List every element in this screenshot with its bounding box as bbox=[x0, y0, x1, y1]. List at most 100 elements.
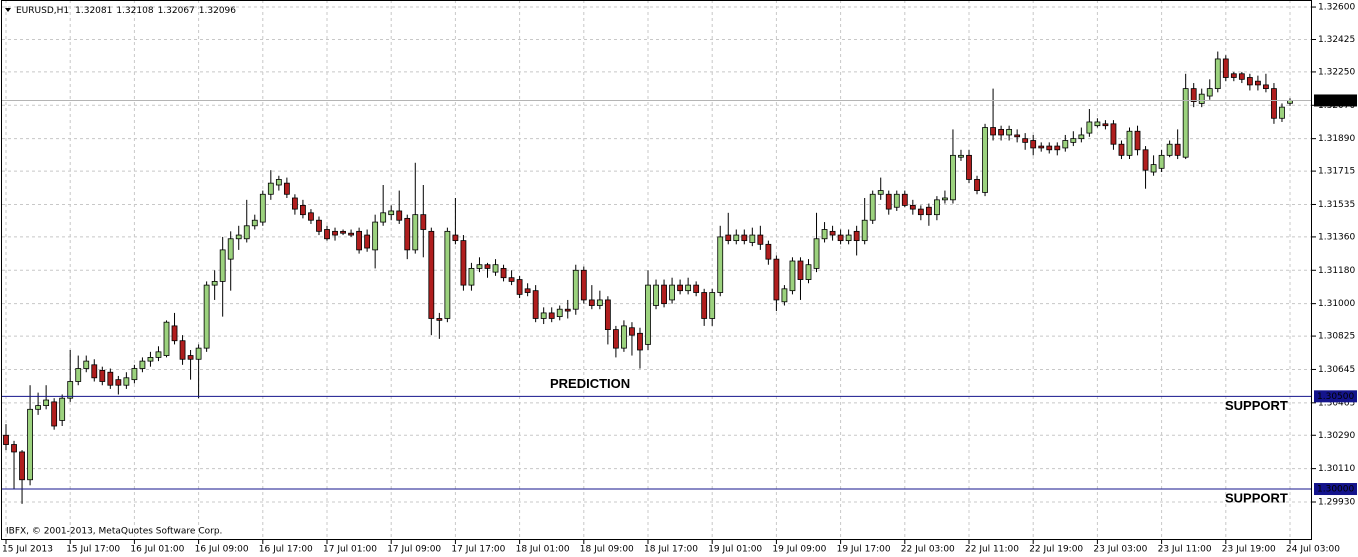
candle-body bbox=[235, 234, 242, 240]
x-tick-label: 18 Jul 09:00 bbox=[580, 545, 634, 555]
candle-body bbox=[645, 284, 651, 345]
candle-body bbox=[829, 230, 836, 236]
x-tick-label: 19 Jul 09:00 bbox=[772, 545, 826, 555]
candle-body bbox=[332, 230, 338, 236]
candle-body bbox=[356, 230, 363, 251]
candle-body bbox=[524, 288, 531, 293]
x-tick-label: 17 Jul 09:00 bbox=[387, 545, 441, 555]
candle-body bbox=[596, 299, 603, 306]
candle-body bbox=[532, 290, 539, 319]
level-label-box bbox=[1314, 483, 1357, 496]
y-tick-label: 1.31180 bbox=[1318, 266, 1355, 276]
candle-body bbox=[966, 154, 972, 180]
candles-layer bbox=[3, 51, 1293, 504]
candle-body bbox=[59, 397, 66, 421]
x-tick-label: 23 Jul 11:00 bbox=[1158, 545, 1212, 555]
candle-body bbox=[91, 364, 98, 379]
candle-body bbox=[27, 408, 33, 481]
candle-body bbox=[11, 444, 17, 453]
candle-body bbox=[1246, 77, 1253, 86]
plot-frame bbox=[1, 0, 1312, 540]
candle-body bbox=[556, 308, 563, 318]
candle-body bbox=[203, 284, 210, 349]
candle-body bbox=[1182, 88, 1189, 158]
candle-body bbox=[1255, 80, 1261, 86]
candle-body bbox=[1222, 58, 1229, 78]
candle-body bbox=[163, 321, 170, 356]
candle-body bbox=[717, 236, 724, 293]
candle-body bbox=[412, 214, 419, 251]
annotation: PREDICTION bbox=[550, 376, 630, 391]
candle-body bbox=[251, 219, 258, 227]
candle-body bbox=[3, 434, 9, 445]
candle-body bbox=[508, 277, 515, 282]
y-tick-label: 1.30825 bbox=[1318, 332, 1355, 342]
candle-body bbox=[773, 258, 780, 301]
candle-body bbox=[934, 199, 940, 216]
y-tick-label: 1.30645 bbox=[1318, 365, 1355, 375]
candle-body bbox=[653, 284, 659, 306]
y-tick-label: 1.31000 bbox=[1318, 299, 1355, 309]
price-label: 1.32096 bbox=[1317, 96, 1354, 106]
candle-body bbox=[781, 288, 788, 303]
candle-body bbox=[709, 292, 716, 319]
x-tick-label: 23 Jul 03:00 bbox=[1093, 545, 1147, 555]
x-tick-label: 16 Jul 01:00 bbox=[130, 545, 184, 555]
menu-arrow[interactable] bbox=[5, 8, 11, 12]
candle-body bbox=[300, 204, 306, 216]
y-tick-label: 1.30290 bbox=[1318, 431, 1355, 441]
candle-body bbox=[958, 154, 964, 158]
candle-body bbox=[211, 281, 218, 286]
candle-body bbox=[396, 210, 403, 221]
candle-body bbox=[1054, 145, 1061, 151]
candle-body bbox=[588, 299, 595, 306]
candle-body bbox=[669, 284, 675, 301]
candle-body bbox=[324, 229, 330, 240]
candle-body bbox=[1022, 138, 1029, 143]
candle-body bbox=[1263, 84, 1269, 90]
candle-body bbox=[1102, 123, 1109, 127]
x-tick-label: 16 Jul 09:00 bbox=[195, 545, 249, 555]
y-tick-label: 1.32600 bbox=[1318, 3, 1355, 13]
candle-body bbox=[380, 212, 387, 223]
candle-body bbox=[1271, 88, 1277, 119]
candle-body bbox=[982, 127, 988, 193]
candle-body bbox=[1150, 164, 1157, 173]
candle-body bbox=[998, 128, 1004, 136]
candle-body bbox=[19, 451, 25, 481]
candle-body bbox=[99, 369, 106, 382]
price-label-box bbox=[1314, 94, 1357, 107]
header: EURUSD,H1 1.32081 1.32108 1.32067 1.32096 bbox=[16, 6, 236, 16]
y-tick-label: 1.32425 bbox=[1318, 35, 1355, 45]
candle-body bbox=[813, 238, 820, 269]
candle-body bbox=[821, 229, 828, 240]
candle-body bbox=[1142, 149, 1149, 171]
candle-body bbox=[901, 193, 908, 206]
y-tick-label: 1.31535 bbox=[1318, 200, 1355, 210]
candle-body bbox=[1118, 143, 1125, 156]
candle-body bbox=[404, 217, 411, 251]
candle-body bbox=[75, 368, 82, 382]
candle-body bbox=[516, 279, 523, 295]
candle-body bbox=[613, 329, 619, 349]
x-tick-label: 22 Jul 19:00 bbox=[1029, 545, 1083, 555]
candle-body bbox=[677, 284, 683, 292]
candle-body bbox=[797, 260, 804, 280]
x-tick-label: 23 Jul 19:00 bbox=[1222, 545, 1276, 555]
candle-body bbox=[267, 182, 274, 195]
x-tick-label: 16 Jul 17:00 bbox=[259, 545, 313, 555]
candle-body bbox=[227, 238, 234, 260]
candle-body bbox=[1166, 143, 1173, 156]
candle-body bbox=[275, 179, 282, 186]
copyright: IBFX, © 2001-2013, MetaQuotes Software C… bbox=[6, 527, 222, 537]
candle-body bbox=[259, 193, 266, 223]
level-label: 1.30500 bbox=[1317, 392, 1354, 402]
candle-body bbox=[1190, 88, 1197, 102]
candle-body bbox=[243, 225, 250, 240]
candle-body bbox=[564, 308, 571, 312]
candle-body bbox=[909, 204, 916, 210]
candle-body bbox=[1214, 58, 1221, 90]
candle-body bbox=[725, 234, 732, 242]
candle-body bbox=[460, 240, 467, 286]
